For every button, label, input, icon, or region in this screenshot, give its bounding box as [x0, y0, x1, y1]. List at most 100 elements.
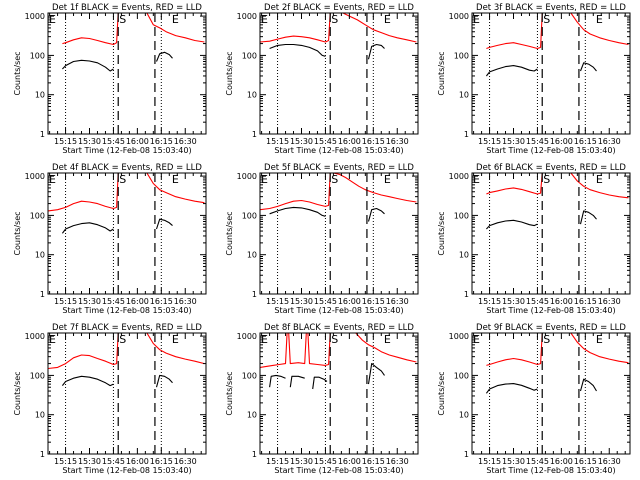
x-tick-label: 16:00 [338, 297, 361, 306]
x-tick-label: 15:15 [266, 137, 289, 146]
plot-frame [47, 332, 207, 455]
x-tick-label: 16:00 [550, 137, 573, 146]
lld-series-line [570, 13, 629, 46]
y-axis-label: Counts/sec [225, 211, 234, 255]
y-tick-label: 10 [459, 251, 469, 260]
lld-series-line [260, 333, 331, 368]
flag-label: S [331, 13, 338, 26]
panel-title: Det 1f BLACK = Events, RED = LLD [52, 3, 202, 13]
events-series-line [269, 43, 326, 57]
x-tick-label: 15:15 [266, 457, 289, 466]
flag-label: S [331, 333, 338, 346]
x-tick-label: 16:30 [174, 297, 197, 306]
panel-title: Det 8f BLACK = Events, RED = LLD [264, 323, 414, 333]
events-series-line [155, 51, 173, 62]
x-tick-label: 16:00 [550, 457, 573, 466]
plot-frame [471, 332, 631, 455]
y-tick-label: 100 [454, 51, 469, 60]
flag-label: S [119, 173, 126, 186]
x-tick-label: 15:45 [314, 137, 337, 146]
flag-label: S [543, 333, 550, 346]
panel-title: Det 2f BLACK = Events, RED = LLD [264, 3, 414, 13]
x-tick-label: 15:45 [526, 457, 549, 466]
flag-label: E [172, 173, 179, 186]
flag-label: S [543, 13, 550, 26]
y-tick-label: 1 [464, 290, 469, 299]
x-tick-label: 16:00 [126, 137, 149, 146]
flag-label: E [596, 173, 603, 186]
y-tick-label: 10 [247, 251, 257, 260]
lld-series-line [355, 333, 417, 363]
x-tick-label: 16:30 [386, 137, 409, 146]
lld-series-line [146, 13, 205, 43]
y-tick-label: 100 [242, 371, 257, 380]
flag-label: S [331, 173, 338, 186]
x-tick-label: 16:15 [574, 457, 597, 466]
x-tick-label: 16:15 [150, 297, 173, 306]
events-series-line [269, 206, 326, 217]
y-tick-label: 10 [247, 91, 257, 100]
flag-label: E [384, 173, 391, 186]
x-tick-label: 15:15 [478, 457, 501, 466]
lld-series-line [486, 173, 543, 195]
y-tick-label: 1000 [25, 12, 45, 21]
y-tick-label: 10 [35, 251, 45, 260]
plot-area [485, 13, 629, 134]
y-tick-label: 1 [252, 130, 257, 139]
events-series-line [579, 378, 597, 392]
y-tick-label: 100 [30, 51, 45, 60]
flag-label: E [473, 13, 480, 26]
y-axis-label: Counts/sec [13, 51, 22, 95]
x-tick-label: 15:45 [526, 297, 549, 306]
y-axis-label: Counts/sec [225, 51, 234, 95]
plot-frame [47, 12, 207, 135]
x-axis-label: Start Time (12-Feb-08 15:03:40) [486, 306, 615, 315]
x-tick-label: 15:30 [78, 297, 101, 306]
lld-series-line [146, 333, 205, 365]
x-axis-label: Start Time (12-Feb-08 15:03:40) [274, 306, 403, 315]
y-tick-label: 10 [459, 411, 469, 420]
x-tick-label: 16:15 [574, 297, 597, 306]
lld-series-line [146, 173, 205, 204]
y-axis-label: Counts/sec [437, 211, 446, 255]
flag-label: E [596, 13, 603, 26]
x-tick-label: 15:30 [290, 137, 313, 146]
x-tick-label: 15:30 [502, 457, 525, 466]
y-tick-label: 10 [35, 411, 45, 420]
y-tick-label: 100 [242, 51, 257, 60]
plot-frame [259, 12, 419, 135]
y-tick-label: 1000 [237, 332, 257, 341]
x-tick-label: 16:00 [126, 297, 149, 306]
x-tick-label: 15:15 [266, 297, 289, 306]
y-tick-label: 1000 [449, 172, 469, 181]
flag-label: S [543, 173, 550, 186]
x-axis-label: Start Time (12-Feb-08 15:03:40) [62, 146, 191, 155]
x-tick-label: 16:30 [598, 457, 621, 466]
flag-label: E [384, 333, 391, 346]
x-tick-label: 16:00 [126, 457, 149, 466]
plot-area [485, 173, 629, 294]
x-axis-label: Start Time (12-Feb-08 15:03:40) [62, 306, 191, 315]
x-tick-label: 15:45 [526, 137, 549, 146]
plot-area [485, 333, 629, 454]
x-tick-label: 16:30 [598, 137, 621, 146]
y-tick-label: 10 [35, 91, 45, 100]
events-series-line [61, 59, 114, 72]
x-tick-label: 16:15 [150, 137, 173, 146]
flag-label: E [49, 173, 56, 186]
plot-area [260, 333, 417, 454]
x-axis-label: Start Time (12-Feb-08 15:03:40) [62, 466, 191, 475]
plot-frame [471, 172, 631, 295]
plot-area [260, 13, 417, 134]
x-axis-label: Start Time (12-Feb-08 15:03:40) [274, 146, 403, 155]
flag-label: S [119, 333, 126, 346]
lld-series-line [486, 333, 543, 366]
y-axis-label: Counts/sec [437, 371, 446, 415]
flag-label: E [596, 333, 603, 346]
lld-series-line [48, 333, 119, 370]
